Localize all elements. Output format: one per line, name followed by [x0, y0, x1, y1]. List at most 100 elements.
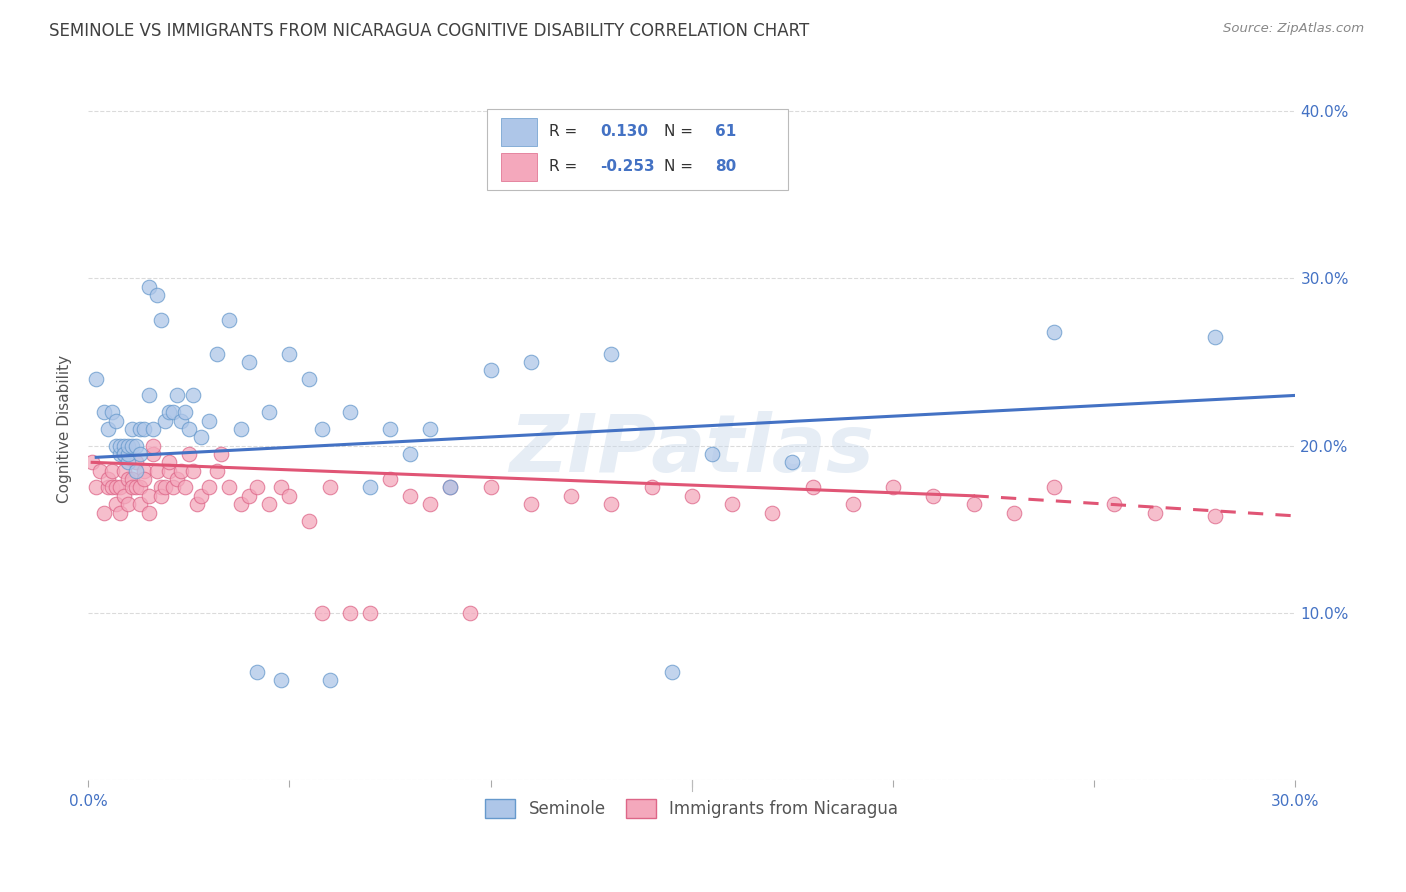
Point	[105, 413, 128, 427]
Point	[359, 606, 381, 620]
Point	[190, 489, 212, 503]
Point	[257, 497, 280, 511]
Point	[112, 489, 135, 503]
Point	[181, 464, 204, 478]
FancyBboxPatch shape	[501, 153, 537, 181]
Point	[378, 472, 401, 486]
Point	[1104, 497, 1126, 511]
Point	[110, 439, 132, 453]
Point	[157, 464, 180, 478]
Point	[112, 464, 135, 478]
Point	[922, 489, 945, 503]
Point	[177, 422, 200, 436]
Point	[157, 405, 180, 419]
Point	[110, 506, 132, 520]
Point	[157, 455, 180, 469]
Point	[339, 606, 361, 620]
Point	[117, 439, 139, 453]
Point	[138, 388, 160, 402]
Point	[134, 422, 156, 436]
Point	[117, 447, 139, 461]
Point	[479, 363, 502, 377]
Point	[138, 489, 160, 503]
Point	[121, 472, 143, 486]
Text: -0.253: -0.253	[600, 159, 655, 174]
Point	[278, 346, 301, 360]
Point	[121, 422, 143, 436]
Point	[129, 447, 152, 461]
Point	[170, 413, 193, 427]
Text: R =: R =	[550, 124, 582, 139]
Point	[162, 405, 184, 419]
Point	[962, 497, 984, 511]
Point	[229, 422, 252, 436]
Point	[439, 480, 461, 494]
Point	[181, 388, 204, 402]
FancyBboxPatch shape	[501, 118, 537, 145]
Point	[198, 480, 221, 494]
Point	[153, 413, 176, 427]
Point	[640, 480, 662, 494]
Text: 0.130: 0.130	[600, 124, 648, 139]
Point	[359, 480, 381, 494]
Point	[298, 372, 321, 386]
Point	[1143, 506, 1166, 520]
Point	[439, 480, 461, 494]
Point	[110, 480, 132, 494]
Legend: Seminole, Immigrants from Nicaragua: Seminole, Immigrants from Nicaragua	[479, 792, 905, 825]
Point	[149, 480, 172, 494]
Point	[145, 464, 167, 478]
Point	[134, 464, 156, 478]
Point	[190, 430, 212, 444]
Point	[121, 480, 143, 494]
Point	[170, 464, 193, 478]
Point	[110, 447, 132, 461]
Point	[700, 447, 723, 461]
Text: ZIPatlas: ZIPatlas	[509, 411, 875, 489]
Point	[238, 355, 260, 369]
Point	[121, 439, 143, 453]
Point	[270, 673, 292, 687]
Point	[681, 489, 703, 503]
Text: N =: N =	[664, 159, 697, 174]
Point	[97, 422, 120, 436]
Point	[93, 405, 115, 419]
Point	[298, 514, 321, 528]
Point	[198, 413, 221, 427]
Point	[89, 464, 111, 478]
Point	[97, 480, 120, 494]
Point	[1043, 325, 1066, 339]
Point	[399, 489, 422, 503]
Point	[112, 447, 135, 461]
Point	[145, 288, 167, 302]
Point	[1043, 480, 1066, 494]
Point	[177, 447, 200, 461]
Point	[117, 472, 139, 486]
Point	[801, 480, 824, 494]
Point	[205, 346, 228, 360]
Point	[399, 447, 422, 461]
Point	[129, 497, 152, 511]
Point	[97, 472, 120, 486]
Point	[721, 497, 744, 511]
Point	[101, 480, 124, 494]
Point	[419, 422, 441, 436]
Point	[129, 480, 152, 494]
Point	[186, 497, 208, 511]
Point	[166, 472, 188, 486]
Point	[173, 480, 195, 494]
Point	[101, 405, 124, 419]
Point	[209, 447, 232, 461]
Text: 61: 61	[714, 124, 735, 139]
Point	[141, 439, 163, 453]
Point	[311, 606, 333, 620]
FancyBboxPatch shape	[486, 109, 789, 190]
Point	[218, 313, 240, 327]
Point	[246, 665, 269, 679]
Point	[1002, 506, 1025, 520]
Point	[138, 506, 160, 520]
Point	[520, 497, 543, 511]
Point	[600, 497, 623, 511]
Text: 80: 80	[714, 159, 735, 174]
Point	[339, 405, 361, 419]
